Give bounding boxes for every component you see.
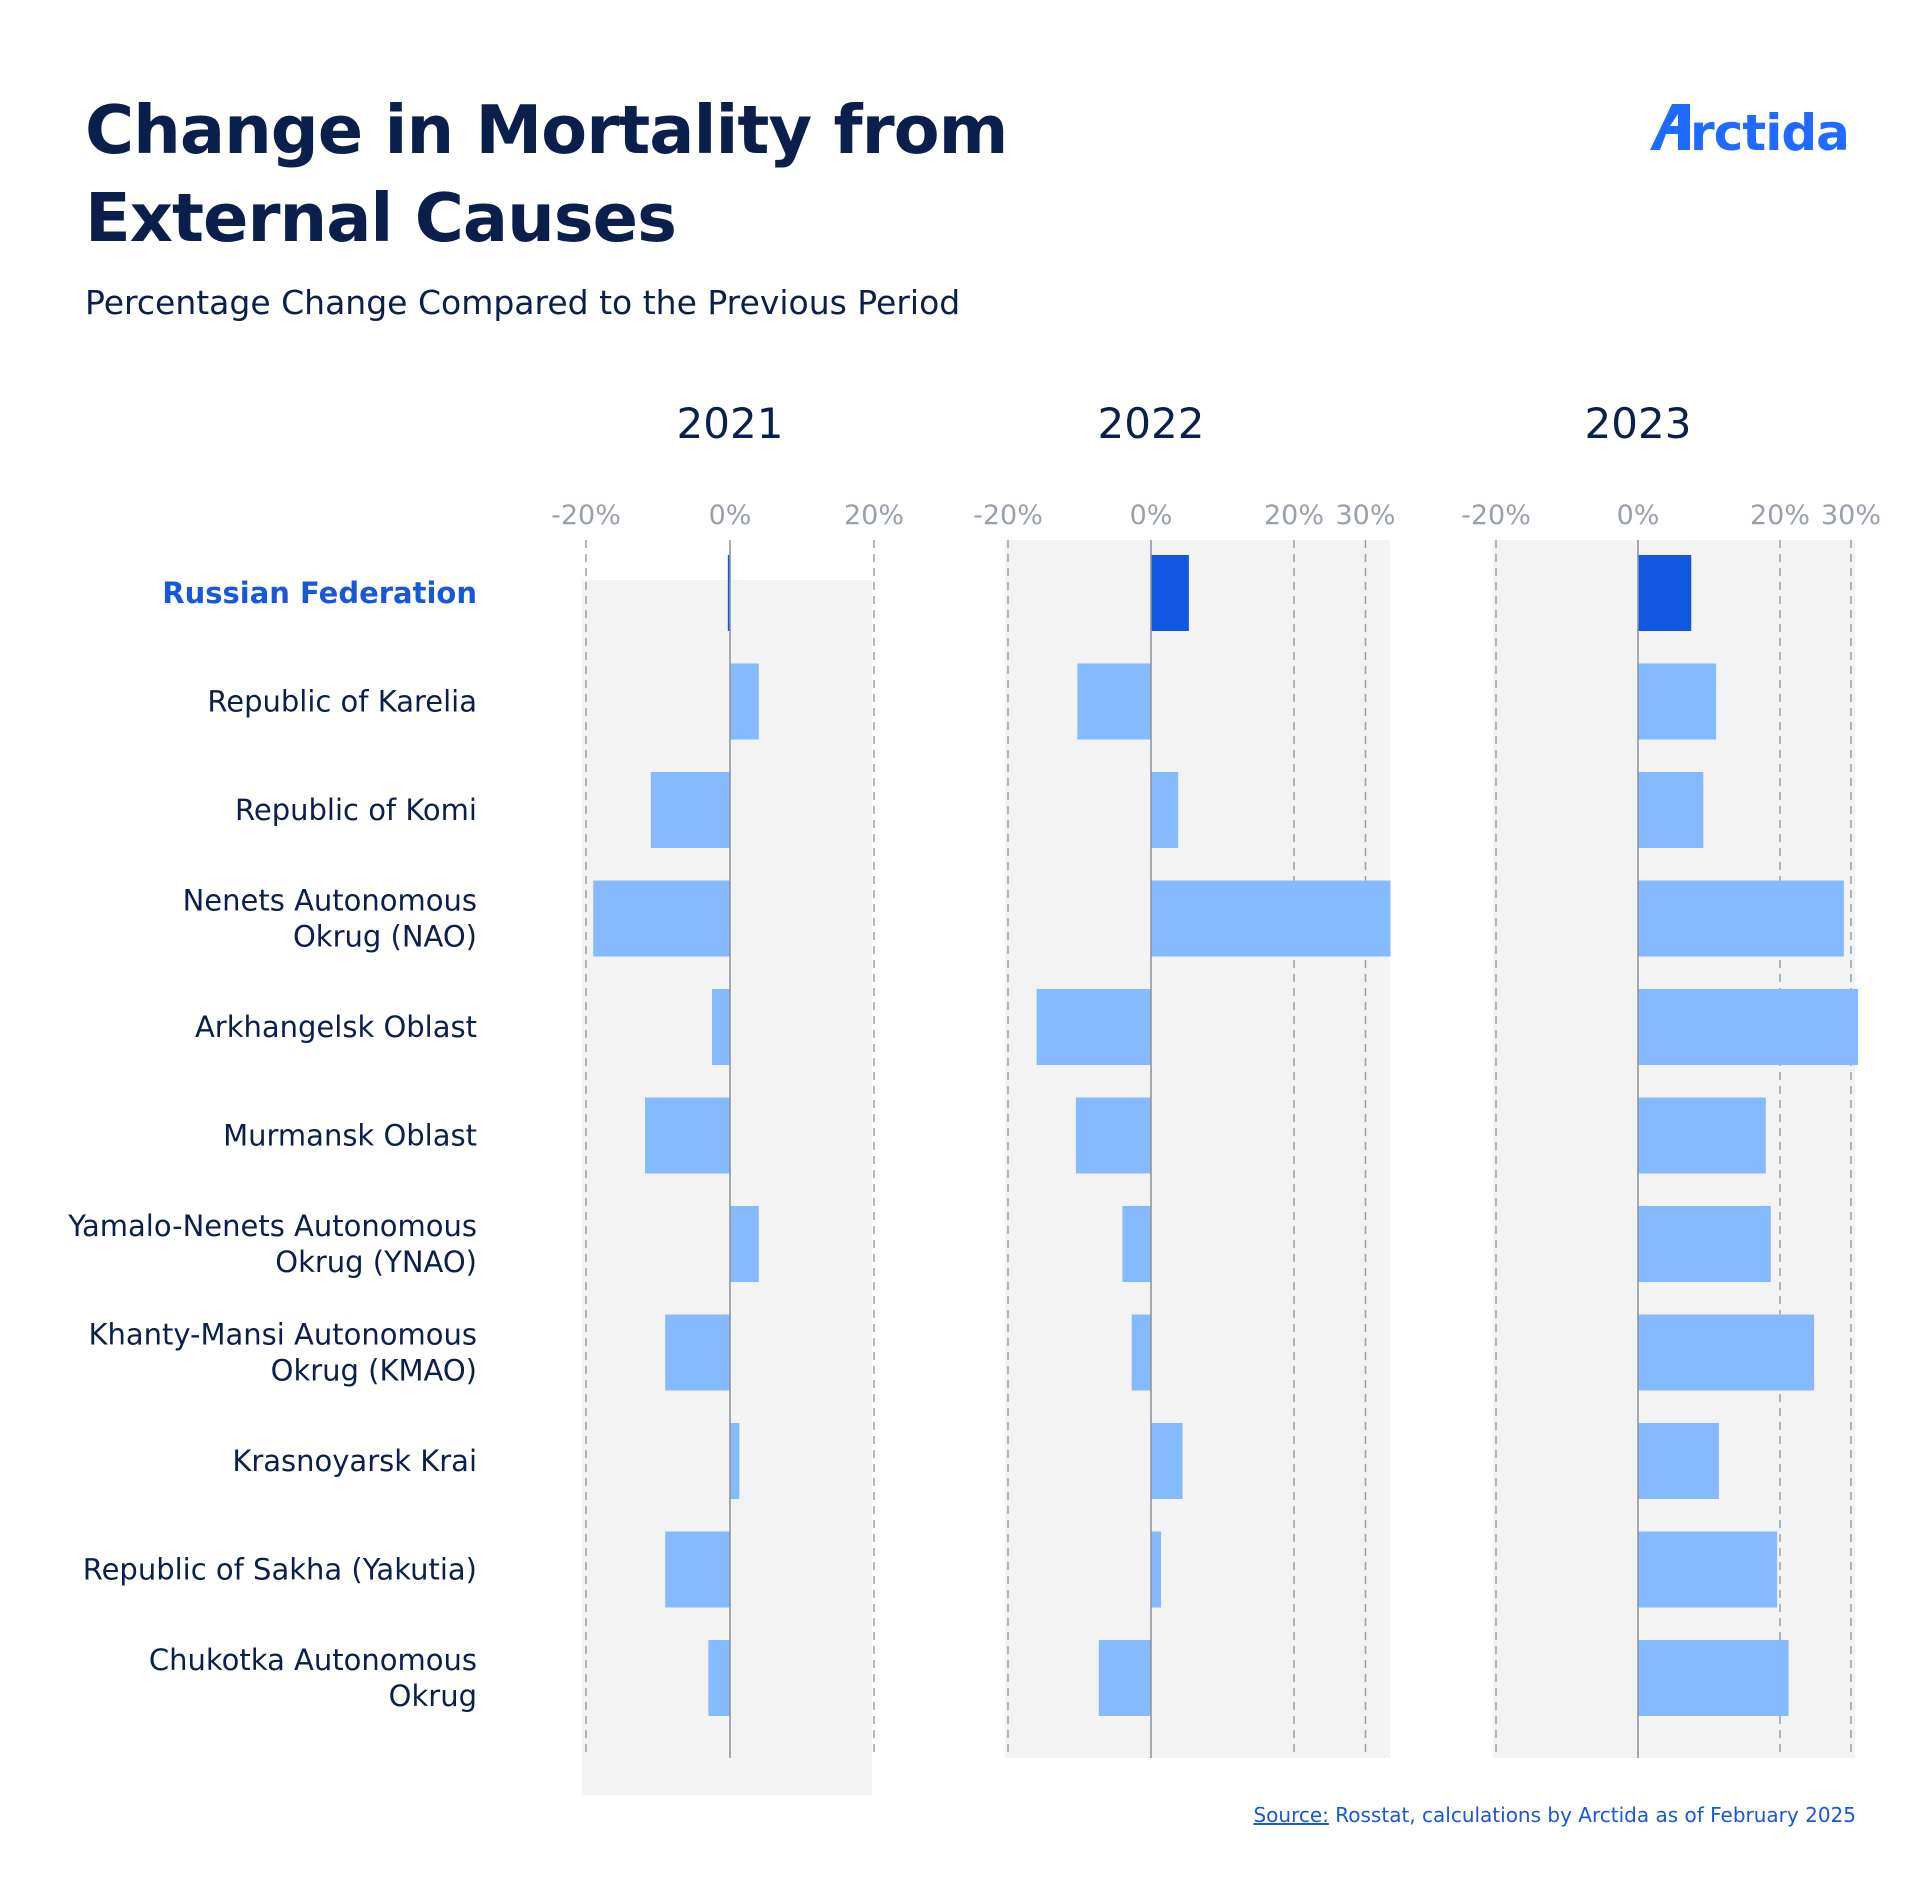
tick-label: 0% xyxy=(1617,500,1660,531)
bar xyxy=(1151,555,1189,631)
source-link[interactable]: Source: xyxy=(1253,1803,1329,1827)
logo-mark-icon xyxy=(1650,104,1690,150)
bar xyxy=(1638,1423,1719,1499)
source-note: Source: Rosstat, calculations by Arctida… xyxy=(1253,1803,1856,1827)
bar xyxy=(1638,772,1704,848)
bar xyxy=(1638,1097,1766,1174)
bar xyxy=(708,1640,730,1716)
panel-title: 2021 xyxy=(677,399,784,448)
bar xyxy=(1638,880,1844,957)
category-label: Murmansk Oblast xyxy=(223,1119,477,1153)
source-text: Rosstat, calculations by Arctida as of F… xyxy=(1328,1803,1856,1827)
bar xyxy=(645,1097,730,1174)
bar xyxy=(730,1423,740,1499)
tick-label: -20% xyxy=(973,500,1043,531)
category-label: Russian Federation xyxy=(162,576,477,610)
bar xyxy=(1151,880,1391,957)
bar xyxy=(1638,1531,1778,1608)
bar xyxy=(1036,989,1151,1065)
bar xyxy=(1151,1423,1183,1499)
bar xyxy=(730,663,759,740)
bar xyxy=(1131,1314,1151,1391)
bar xyxy=(730,1206,759,1282)
panel-background xyxy=(582,580,872,1795)
logo-text: rctida xyxy=(1690,104,1849,156)
category-label: Arkhangelsk Oblast xyxy=(195,1010,477,1044)
category-label: Republic of Komi xyxy=(235,793,477,827)
bar xyxy=(1075,1097,1151,1174)
bar xyxy=(1638,663,1717,740)
tick-label: 30% xyxy=(1821,500,1881,531)
tick-label: 20% xyxy=(1750,500,1810,531)
panel-title: 2023 xyxy=(1585,399,1692,448)
bar xyxy=(665,1314,730,1391)
bar xyxy=(1151,772,1179,848)
tick-label: 20% xyxy=(1264,500,1324,531)
bar xyxy=(727,555,730,631)
category-label: Khanty-Mansi Autonomous Okrug (KMAO) xyxy=(88,1318,477,1388)
bar xyxy=(1638,1206,1771,1282)
bar xyxy=(1638,1640,1789,1716)
bar xyxy=(1122,1206,1151,1282)
bar xyxy=(1638,1314,1815,1391)
bar xyxy=(650,772,730,848)
bar xyxy=(1638,555,1692,631)
bar xyxy=(1151,1531,1162,1608)
category-label: Nenets Autonomous Okrug (NAO) xyxy=(183,884,477,954)
bar xyxy=(665,1531,730,1608)
chart-subtitle: Percentage Change Compared to the Previo… xyxy=(85,283,961,322)
bar xyxy=(712,989,730,1065)
panel-title: 2022 xyxy=(1098,399,1205,448)
bar xyxy=(1098,1640,1151,1716)
arctida-logo: rctida xyxy=(1650,104,1850,156)
tick-label: 30% xyxy=(1335,500,1395,531)
bar xyxy=(1638,989,1859,1065)
tick-label: 20% xyxy=(844,500,904,531)
chart-title: Change in Mortality from External Causes xyxy=(85,91,1008,257)
panel-background xyxy=(1005,540,1390,1758)
category-label: Republic of Karelia xyxy=(207,685,477,719)
tick-label: -20% xyxy=(1461,500,1531,531)
tick-label: 0% xyxy=(709,500,752,531)
category-label: Republic of Sakha (Yakutia) xyxy=(83,1553,477,1587)
category-label: Yamalo-Nenets Autonomous Okrug (YNAO) xyxy=(67,1209,477,1279)
bar xyxy=(1077,663,1151,740)
tick-label: 0% xyxy=(1130,500,1173,531)
category-label: Chukotka Autonomous Okrug xyxy=(149,1643,477,1713)
tick-label: -20% xyxy=(551,500,621,531)
category-label: Krasnoyarsk Krai xyxy=(232,1444,477,1478)
bar xyxy=(593,880,730,957)
